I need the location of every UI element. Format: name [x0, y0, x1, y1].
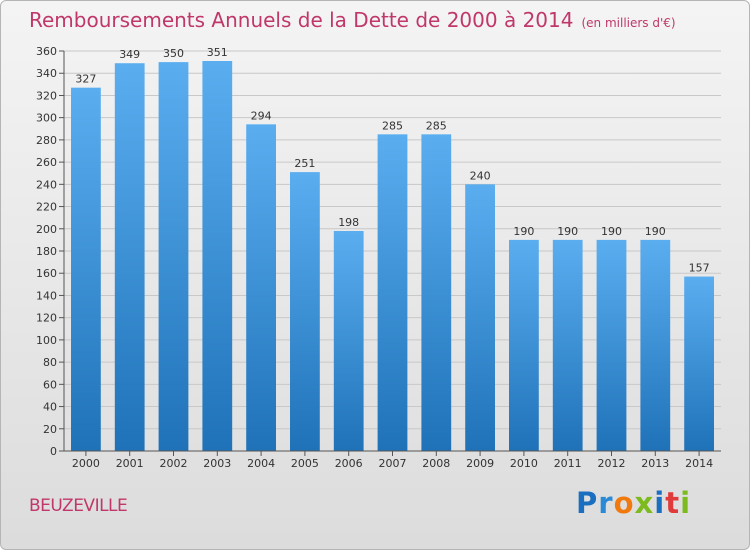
logo-letter: o: [613, 486, 635, 520]
logo-letter: P: [576, 486, 599, 520]
x-tick-label: 2010: [510, 457, 538, 470]
y-tick-label: 20: [43, 423, 57, 436]
bars: 327 349 350 351 294 251 198 285 285 240 190 190 190 1…: [71, 46, 714, 452]
chart-title: Remboursements Annuels de la Dette de 20…: [29, 8, 676, 32]
y-tick-label: 300: [36, 112, 57, 125]
y-tick-label: 360: [36, 45, 57, 58]
y-tick-label: 80: [43, 356, 57, 369]
bar-value-label: 198: [338, 216, 359, 229]
bar: [290, 172, 320, 451]
logo-letter: t: [665, 486, 681, 520]
bar-value-label: 351: [207, 46, 228, 59]
chart-title-text: Remboursements Annuels de la Dette de 20…: [29, 8, 574, 32]
bar-value-label: 327: [75, 73, 96, 86]
x-tick-label: 2007: [379, 457, 407, 470]
y-tick-label: 280: [36, 134, 57, 147]
bar: [246, 124, 276, 451]
y-tick-label: 260: [36, 156, 57, 169]
y-tick-label: 320: [36, 89, 57, 102]
axes: 0 20 40 60 80 100 120 140 160 180 200 220 240 260 280 3…: [36, 45, 721, 470]
x-tick-label: 2002: [160, 457, 188, 470]
y-tick-label: 0: [50, 445, 57, 458]
x-tick-label: 2011: [554, 457, 582, 470]
bar-value-label: 157: [689, 262, 710, 275]
y-tick-label: 100: [36, 334, 57, 347]
bar: [552, 239, 583, 451]
y-tick-label: 240: [36, 178, 57, 191]
bar: [333, 231, 364, 451]
bar-value-label: 294: [251, 109, 272, 122]
bar-value-label: 349: [119, 48, 140, 61]
logo-letter: x: [634, 486, 655, 520]
logo-letter: r: [598, 486, 614, 520]
bar-value-label: 285: [382, 119, 403, 132]
y-tick-label: 60: [43, 378, 57, 391]
bar: [509, 239, 539, 451]
x-tick-label: 2008: [422, 457, 450, 470]
proxiti-logo: Proxiti: [576, 486, 691, 520]
y-tick-label: 220: [36, 201, 57, 214]
bar: [684, 276, 714, 451]
y-tick-label: 120: [36, 312, 57, 325]
x-tick-label: 2014: [685, 457, 713, 470]
bar: [202, 61, 233, 451]
bar: [421, 134, 452, 452]
city-name: BEUZEVILLE: [29, 496, 128, 516]
bar: [596, 239, 627, 451]
bar-value-label: 251: [294, 157, 315, 170]
logo-letter: i: [654, 486, 666, 520]
y-tick-label: 340: [36, 67, 57, 80]
y-tick-label: 200: [36, 223, 57, 236]
bar: [377, 134, 408, 452]
bar: [114, 63, 145, 451]
x-tick-label: 2000: [72, 457, 100, 470]
bar-value-label: 190: [645, 225, 666, 238]
logo-letter: i: [680, 486, 692, 520]
bar: [640, 239, 671, 451]
bar-value-label: 190: [601, 225, 622, 238]
bar: [158, 62, 189, 451]
y-tick-label: 180: [36, 245, 57, 258]
x-tick-label: 2003: [203, 457, 231, 470]
x-tick-label: 2012: [598, 457, 626, 470]
y-tick-label: 40: [43, 401, 57, 414]
chart-unit: (en milliers d'€): [581, 16, 676, 30]
x-tick-label: 2006: [335, 457, 363, 470]
x-tick-label: 2013: [641, 457, 669, 470]
x-tick-label: 2005: [291, 457, 319, 470]
x-tick-label: 2009: [466, 457, 494, 470]
x-tick-label: 2004: [247, 457, 275, 470]
bar-value-label: 240: [470, 169, 491, 182]
x-tick-label: 2001: [116, 457, 144, 470]
bar-value-label: 285: [426, 119, 447, 132]
bar-value-label: 190: [557, 225, 578, 238]
y-tick-label: 140: [36, 289, 57, 302]
bar-value-label: 190: [513, 225, 534, 238]
y-tick-label: 160: [36, 267, 57, 280]
bar: [465, 184, 495, 452]
bar: [71, 87, 101, 452]
bar-value-label: 350: [163, 47, 184, 60]
